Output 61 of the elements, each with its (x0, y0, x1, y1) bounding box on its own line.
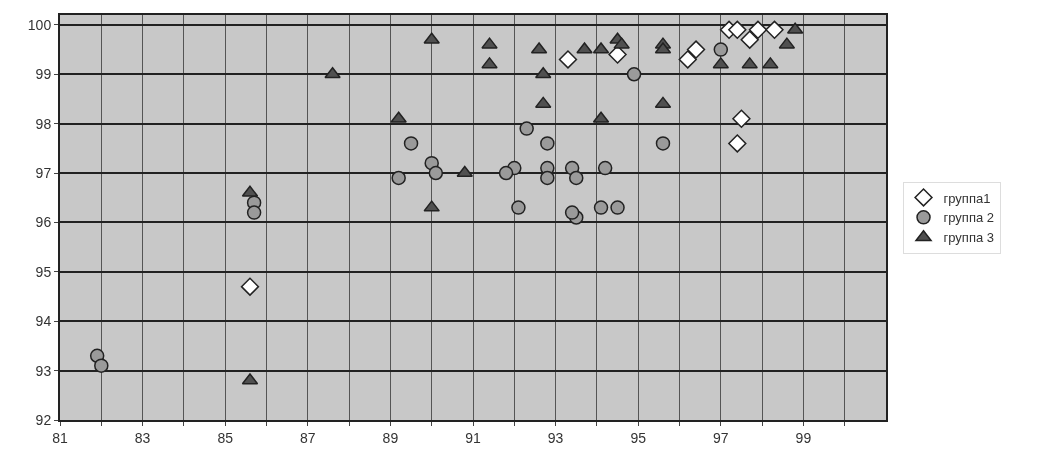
point (240, 277, 260, 296)
y-tick-label: 97 (35, 164, 52, 181)
x-tick-label: 87 (300, 429, 316, 446)
point (428, 165, 444, 181)
point (390, 111, 407, 123)
point (655, 136, 671, 151)
y-tick-label: 98 (35, 115, 52, 132)
y-tick-label: 100 (27, 16, 52, 33)
y-tick-label: 94 (35, 313, 52, 330)
point (511, 200, 526, 215)
point (519, 121, 534, 136)
point (748, 20, 768, 40)
point (678, 50, 697, 69)
x-tick-label: 81 (52, 429, 68, 446)
point (391, 170, 406, 186)
point (324, 67, 341, 79)
y-tick-label: 99 (35, 66, 52, 83)
y-tick-label: 93 (35, 362, 52, 379)
point (558, 50, 578, 69)
point (540, 170, 555, 186)
point (728, 20, 747, 40)
point (576, 42, 593, 54)
point (569, 170, 584, 186)
point (498, 165, 514, 181)
point (728, 134, 747, 153)
point (765, 20, 784, 40)
point (626, 67, 642, 82)
point (593, 200, 609, 215)
point (564, 205, 580, 220)
legend-label: группа1 (943, 190, 991, 206)
point (481, 37, 498, 49)
legend-label: группа 2 (943, 210, 994, 226)
point (423, 32, 440, 44)
point (94, 358, 109, 373)
point (423, 200, 440, 212)
x-tick-label: 99 (795, 429, 812, 446)
x-tick-label: 91 (465, 429, 481, 446)
point (686, 40, 706, 59)
point (762, 57, 779, 69)
point (713, 42, 729, 57)
point (540, 136, 555, 151)
point (613, 37, 630, 49)
point (403, 136, 419, 151)
y-tick-label: 95 (35, 263, 52, 280)
x-tick-label: 93 (547, 429, 564, 446)
y-tick-label: 92 (35, 411, 52, 428)
point (740, 30, 759, 49)
x-tick-label: 89 (382, 429, 399, 446)
x-tick-label: 85 (217, 429, 234, 446)
point (246, 205, 262, 220)
point (597, 160, 613, 176)
y-tick-label: 96 (35, 214, 52, 231)
legend-label: группа 3 (943, 230, 994, 246)
x-tick-label: 97 (713, 429, 729, 446)
point (741, 57, 758, 69)
point (456, 165, 473, 178)
x-tick-label: 83 (134, 429, 151, 446)
x-tick-label: 95 (630, 429, 647, 446)
point (481, 57, 498, 69)
point (610, 200, 625, 215)
point (732, 109, 751, 128)
